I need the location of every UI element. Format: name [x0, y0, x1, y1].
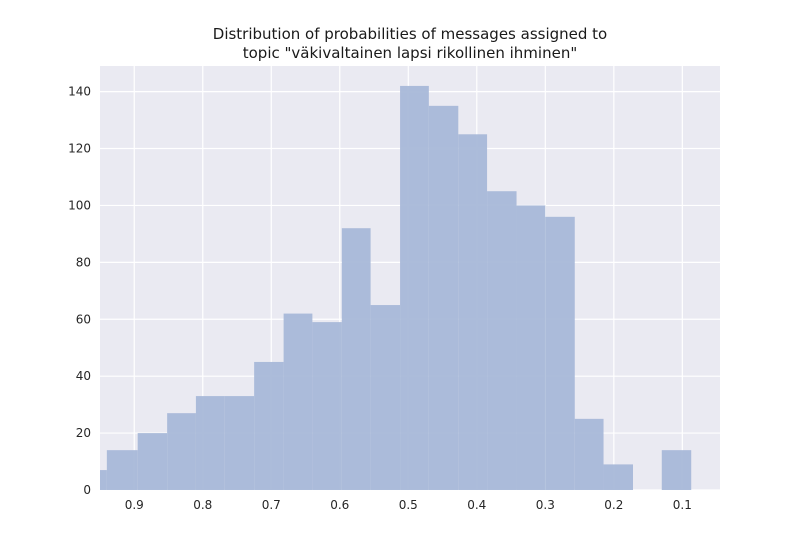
y-tick-label: 100	[68, 198, 91, 212]
y-axis-ticks: 0 20 40 60 80 100 120 140	[68, 85, 91, 497]
histogram-bar	[224, 396, 255, 490]
histogram-bar	[100, 470, 107, 490]
histogram-bar	[195, 396, 225, 490]
histogram-bar	[106, 450, 138, 490]
y-tick-label: 80	[76, 255, 91, 269]
histogram-bar	[283, 313, 313, 490]
bars	[100, 85, 692, 491]
histogram-bar	[400, 85, 429, 490]
histogram-bar	[661, 450, 692, 490]
x-tick-label: 0.1	[673, 498, 692, 512]
x-tick-label: 0.4	[467, 498, 486, 512]
x-tick-label: 0.6	[330, 498, 349, 512]
histogram-bar	[167, 413, 196, 490]
histogram-bar	[603, 464, 633, 490]
y-tick-label: 120	[68, 142, 91, 156]
x-tick-label: 0.7	[262, 498, 281, 512]
histogram-bar	[428, 105, 459, 490]
y-tick-label: 40	[76, 369, 91, 383]
histogram-bar	[574, 418, 604, 490]
histogram-bar	[545, 216, 575, 490]
x-axis-ticks: 0.9 0.8 0.7 0.6 0.5 0.4 0.3 0.2 0.1	[125, 498, 692, 512]
x-tick-label: 0.5	[399, 498, 418, 512]
y-tick-label: 0	[83, 483, 91, 497]
histogram-bar	[370, 305, 401, 490]
histogram-bar	[487, 191, 517, 490]
histogram-bar	[137, 433, 168, 490]
chart-title-line-1: Distribution of probabilities of message…	[212, 25, 608, 43]
y-tick-label: 60	[76, 312, 91, 326]
x-tick-label: 0.9	[125, 498, 144, 512]
histogram-bar	[312, 322, 342, 490]
histogram-bar	[458, 134, 488, 491]
y-tick-label: 20	[76, 426, 91, 440]
x-tick-label: 0.3	[536, 498, 555, 512]
y-tick-label: 140	[68, 85, 91, 99]
chart-title-line-2: topic "väkivaltainen lapsi rikollinen ih…	[242, 44, 578, 62]
histogram-bar	[516, 205, 546, 490]
x-tick-label: 0.8	[193, 498, 212, 512]
histogram-bar	[341, 228, 371, 490]
histogram-bar	[254, 361, 284, 490]
x-tick-label: 0.2	[604, 498, 623, 512]
